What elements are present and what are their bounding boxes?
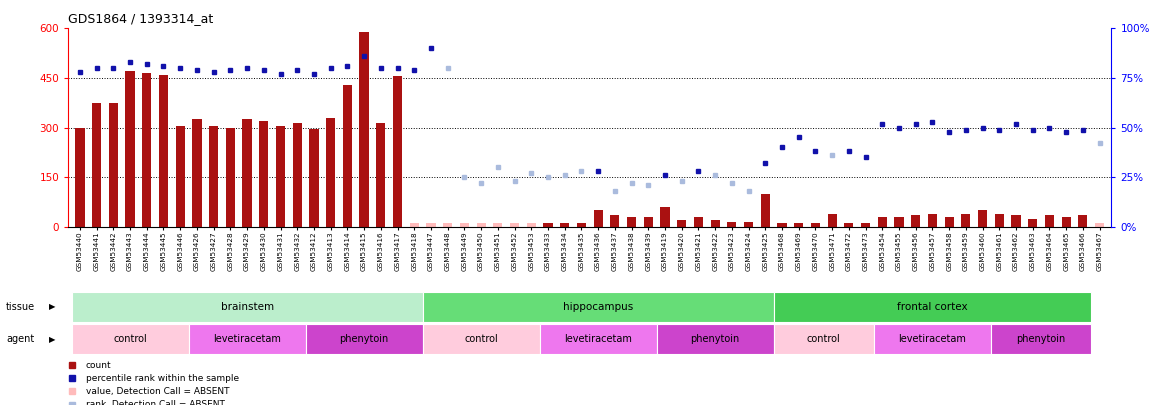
- Bar: [342, 85, 352, 227]
- Bar: [540, 324, 656, 354]
- Bar: [326, 117, 335, 227]
- Bar: [476, 224, 486, 227]
- Text: agent: agent: [6, 334, 34, 344]
- Bar: [761, 194, 770, 227]
- Bar: [874, 324, 991, 354]
- Text: control: control: [807, 334, 841, 344]
- Bar: [427, 224, 435, 227]
- Bar: [643, 217, 653, 227]
- Bar: [108, 103, 118, 227]
- Bar: [460, 224, 469, 227]
- Text: ▶: ▶: [49, 302, 56, 311]
- Bar: [493, 224, 502, 227]
- Text: value, Detection Call = ABSENT: value, Detection Call = ABSENT: [86, 387, 229, 396]
- Bar: [242, 119, 252, 227]
- Bar: [911, 215, 921, 227]
- Bar: [627, 217, 636, 227]
- Bar: [978, 210, 987, 227]
- Bar: [928, 213, 937, 227]
- Text: phenytoin: phenytoin: [1016, 334, 1065, 344]
- Bar: [309, 129, 319, 227]
- Bar: [443, 224, 453, 227]
- Bar: [1062, 217, 1071, 227]
- Text: GDS1864 / 1393314_at: GDS1864 / 1393314_at: [68, 12, 214, 25]
- Bar: [694, 217, 703, 227]
- Text: phenytoin: phenytoin: [340, 334, 389, 344]
- Bar: [656, 324, 774, 354]
- Bar: [961, 213, 970, 227]
- Bar: [777, 224, 787, 227]
- Bar: [1095, 224, 1104, 227]
- Bar: [861, 224, 870, 227]
- Text: hippocampus: hippocampus: [563, 302, 633, 312]
- Text: rank, Detection Call = ABSENT: rank, Detection Call = ABSENT: [86, 400, 225, 405]
- Text: ▶: ▶: [49, 335, 56, 344]
- Bar: [422, 292, 774, 322]
- Bar: [126, 71, 135, 227]
- Text: levetiracetam: levetiracetam: [564, 334, 632, 344]
- Bar: [677, 220, 687, 227]
- Bar: [560, 224, 569, 227]
- Text: levetiracetam: levetiracetam: [898, 334, 967, 344]
- Bar: [226, 128, 235, 227]
- Bar: [877, 217, 887, 227]
- Bar: [209, 126, 219, 227]
- Bar: [193, 119, 201, 227]
- Text: brainstem: brainstem: [221, 302, 274, 312]
- Bar: [422, 324, 540, 354]
- Bar: [828, 213, 837, 227]
- Bar: [710, 220, 720, 227]
- Text: count: count: [86, 360, 112, 370]
- Bar: [1011, 215, 1021, 227]
- Bar: [72, 292, 422, 322]
- Bar: [306, 324, 422, 354]
- Bar: [92, 103, 101, 227]
- Bar: [376, 123, 386, 227]
- Bar: [774, 324, 874, 354]
- Bar: [293, 123, 302, 227]
- Bar: [276, 126, 285, 227]
- Bar: [360, 32, 369, 227]
- Bar: [1028, 219, 1037, 227]
- Bar: [610, 215, 620, 227]
- Bar: [409, 224, 419, 227]
- Bar: [727, 222, 736, 227]
- Bar: [393, 76, 402, 227]
- Text: percentile rank within the sample: percentile rank within the sample: [86, 374, 239, 383]
- Bar: [844, 224, 854, 227]
- Text: frontal cortex: frontal cortex: [897, 302, 968, 312]
- Text: tissue: tissue: [6, 302, 35, 312]
- Bar: [75, 128, 85, 227]
- Bar: [259, 121, 268, 227]
- Text: control: control: [465, 334, 497, 344]
- Bar: [527, 224, 536, 227]
- Bar: [1044, 215, 1054, 227]
- Bar: [895, 217, 903, 227]
- Bar: [510, 224, 519, 227]
- Bar: [159, 75, 168, 227]
- Text: control: control: [113, 334, 147, 344]
- Bar: [142, 73, 152, 227]
- Bar: [774, 292, 1091, 322]
- Bar: [188, 324, 306, 354]
- Bar: [991, 324, 1091, 354]
- Bar: [944, 217, 954, 227]
- Bar: [661, 207, 669, 227]
- Bar: [810, 224, 820, 227]
- Bar: [744, 222, 753, 227]
- Bar: [995, 213, 1004, 227]
- Bar: [543, 224, 553, 227]
- Text: phenytoin: phenytoin: [690, 334, 740, 344]
- Bar: [594, 210, 603, 227]
- Bar: [175, 126, 185, 227]
- Bar: [72, 324, 188, 354]
- Bar: [794, 224, 803, 227]
- Bar: [1078, 215, 1088, 227]
- Text: levetiracetam: levetiracetam: [213, 334, 281, 344]
- Bar: [576, 224, 586, 227]
